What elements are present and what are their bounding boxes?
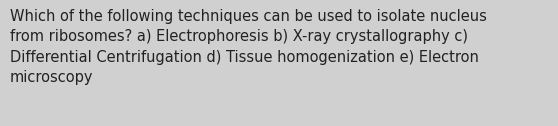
Text: Which of the following techniques can be used to isolate nucleus
from ribosomes?: Which of the following techniques can be… (10, 9, 487, 85)
